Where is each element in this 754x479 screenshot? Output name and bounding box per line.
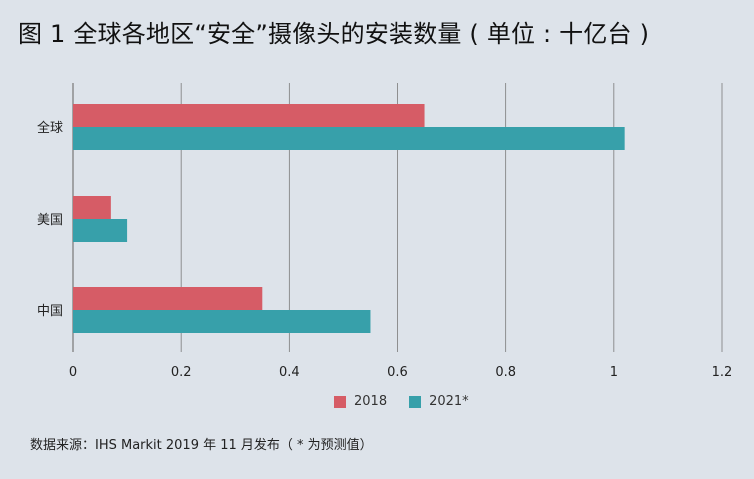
category-label: 美国: [37, 213, 63, 228]
bar-2021-2: [73, 310, 371, 333]
legend-swatch-2021: [409, 395, 422, 408]
bar-2021-0: [73, 127, 625, 150]
x-tick-labels: 0 0.2 0.4 0.6 0.8 1 1.2: [69, 365, 732, 380]
x-tick-label: 0.4: [279, 365, 300, 380]
legend-label-2018: 2018: [354, 394, 388, 409]
bars: [73, 104, 625, 333]
legend-item-2021: 2021*: [409, 394, 469, 409]
x-tick-label: 0.2: [171, 365, 192, 380]
chart-title: 图 1 全球各地区“安全”摄像头的安装数量 ( 单位 : 十亿台 ): [18, 20, 650, 48]
bar-2018-2: [73, 287, 263, 310]
x-tick-label: 0.6: [387, 365, 408, 380]
category-label: 全球: [37, 120, 63, 136]
category-label: 中国: [37, 304, 63, 319]
source-note: 数据来源：IHS Markit 2019 年 11 月发布（ * 为预测值）: [30, 438, 373, 453]
legend-item-2018: 2018: [334, 394, 387, 409]
bar-2018-0: [73, 104, 425, 127]
x-tick-label: 0.8: [495, 365, 516, 380]
legend: 2018 2021*: [334, 394, 491, 409]
x-tick-label: 1: [610, 365, 618, 380]
legend-label-2021: 2021*: [429, 394, 469, 409]
bar-2018-1: [73, 196, 111, 219]
x-tick-label: 1.2: [712, 365, 733, 380]
x-tick-label: 0: [69, 365, 77, 380]
bar-2021-1: [73, 219, 128, 242]
legend-swatch-2018: [334, 395, 346, 408]
